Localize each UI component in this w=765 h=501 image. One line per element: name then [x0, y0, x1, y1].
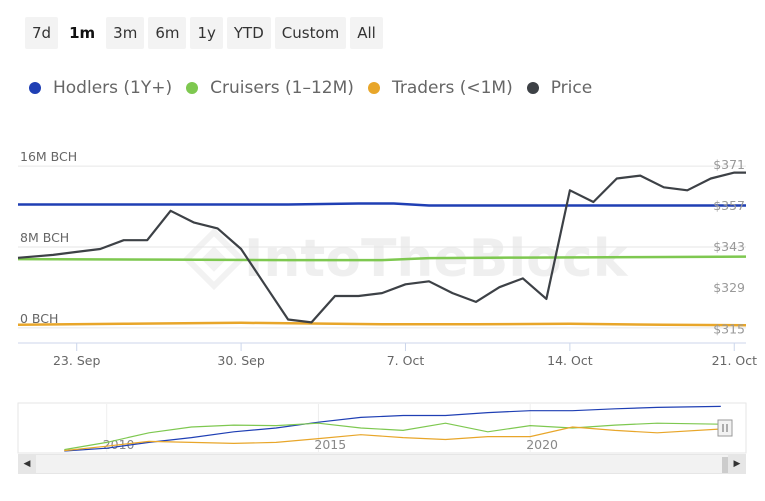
- legend-item-traders[interactable]: Traders (<1M): [367, 78, 513, 98]
- navigator-series-traders-1m: [64, 426, 721, 452]
- series-line-hodlers-1y[interactable]: [18, 202, 746, 207]
- legend-item-price[interactable]: Price: [526, 78, 593, 98]
- y-right-tick-label: $357: [713, 198, 745, 213]
- y-right-tick-label: $315: [713, 321, 745, 336]
- legend-label-cruisers: Cruisers (1–12M): [210, 78, 354, 98]
- x-tick-label: 23. Sep: [53, 353, 100, 368]
- legend-dot-price: [526, 82, 539, 94]
- legend-dot-cruisers: [186, 82, 199, 94]
- range-button-ytd[interactable]: YTD: [226, 17, 271, 49]
- range-button-3m[interactable]: 3m: [106, 17, 145, 49]
- series-line-cruisers-1-12m[interactable]: [17, 255, 747, 262]
- navigator-scrollbar[interactable]: ◀ ▶: [18, 454, 746, 474]
- navigator-series-cruisers-1-12m: [64, 422, 721, 451]
- navigator-panel[interactable]: 2010 2015 2020: [17, 402, 747, 454]
- legend-label-price: Price: [550, 78, 593, 98]
- legend-label-hodlers: Hodlers (1Y+): [53, 78, 173, 98]
- navigator-frame: [17, 402, 747, 454]
- chart-legend: Hodlers (1Y+) Cruisers (1–12M) Traders (…: [29, 78, 606, 98]
- range-button-1m[interactable]: 1m: [62, 17, 103, 49]
- x-tick-label: 30. Sep: [217, 353, 264, 368]
- scroll-thumb[interactable]: [722, 457, 728, 473]
- x-tick-label: 14. Oct: [547, 353, 593, 368]
- main-plot-series: [17, 171, 747, 327]
- range-button-7d[interactable]: 7d: [25, 17, 59, 49]
- y-left-tick-label: 8M BCH: [20, 230, 69, 245]
- range-button-6m[interactable]: 6m: [148, 17, 187, 49]
- navigator-handle[interactable]: [717, 419, 733, 437]
- scroll-right-arrow-icon[interactable]: ▶: [728, 455, 746, 473]
- series-line-traders-1m[interactable]: [17, 321, 747, 327]
- legend-item-hodlers[interactable]: Hodlers (1Y+): [29, 78, 172, 98]
- chart-grid: [18, 165, 746, 344]
- x-tick-label: 21. Oct: [712, 353, 758, 368]
- legend-label-traders: Traders (<1M): [391, 78, 513, 98]
- navigator-tick-label: 2015: [314, 437, 346, 452]
- y-right-tick-label: $329: [713, 280, 745, 295]
- navigator-series-hodlers-1y: [64, 405, 721, 452]
- legend-dot-hodlers: [29, 82, 41, 94]
- navigator-tick-label: 2020: [526, 437, 558, 452]
- range-selector: 7d 1m 3m 6m 1y YTD Custom All: [25, 17, 383, 49]
- y-right-tick-label: $371: [713, 157, 745, 172]
- x-tick-label: 7. Oct: [387, 353, 425, 368]
- legend-dot-traders: [367, 82, 380, 94]
- y-left-tick-label: 16M BCH: [20, 149, 77, 164]
- scroll-left-arrow-icon[interactable]: ◀: [18, 455, 36, 473]
- range-button-all[interactable]: All: [350, 17, 383, 49]
- series-line-price[interactable]: [17, 171, 746, 324]
- legend-item-cruisers[interactable]: Cruisers (1–12M): [186, 78, 354, 98]
- range-button-custom[interactable]: Custom: [274, 17, 347, 49]
- chart-axes: 0 BCH 8M BCH 16M BCH $315 $329 $343 $357 $371 23…: [20, 149, 757, 368]
- range-button-1y[interactable]: 1y: [190, 17, 223, 49]
- y-left-tick-label: 0 BCH: [20, 311, 58, 326]
- y-right-tick-label: $343: [713, 239, 745, 254]
